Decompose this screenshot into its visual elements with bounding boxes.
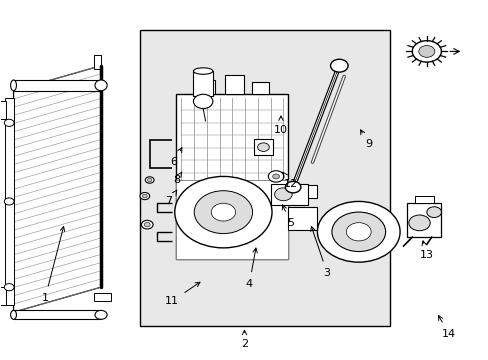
Circle shape xyxy=(285,181,300,193)
Circle shape xyxy=(4,119,14,126)
Text: 10: 10 xyxy=(273,116,287,135)
Text: 14: 14 xyxy=(438,315,455,339)
Circle shape xyxy=(145,177,154,183)
Bar xyxy=(94,55,101,69)
Circle shape xyxy=(174,176,271,248)
Bar xyxy=(0,102,6,119)
Circle shape xyxy=(317,202,399,262)
Text: 9: 9 xyxy=(360,130,371,149)
Text: 12: 12 xyxy=(283,172,297,189)
Bar xyxy=(5,98,14,305)
Text: 5: 5 xyxy=(282,205,294,228)
Ellipse shape xyxy=(11,80,17,91)
Circle shape xyxy=(211,203,235,221)
Ellipse shape xyxy=(95,310,107,319)
Circle shape xyxy=(272,174,279,179)
Circle shape xyxy=(408,215,429,231)
Circle shape xyxy=(4,198,14,205)
Circle shape xyxy=(147,179,152,181)
Bar xyxy=(271,184,307,205)
Bar xyxy=(94,293,111,301)
Text: 7: 7 xyxy=(165,190,177,206)
Circle shape xyxy=(411,41,441,62)
Bar xyxy=(196,80,215,94)
Bar xyxy=(287,185,317,198)
Circle shape xyxy=(142,194,147,198)
Bar xyxy=(0,287,6,305)
Circle shape xyxy=(144,222,150,227)
Circle shape xyxy=(140,193,149,200)
Ellipse shape xyxy=(95,80,107,91)
Text: 2: 2 xyxy=(241,330,247,349)
Bar xyxy=(254,139,272,155)
Bar xyxy=(14,80,101,91)
Text: 3: 3 xyxy=(310,226,330,278)
Bar xyxy=(414,196,433,203)
Bar xyxy=(14,310,101,319)
Circle shape xyxy=(268,171,284,182)
Bar xyxy=(407,203,441,237)
Text: 1: 1 xyxy=(41,226,64,303)
Bar xyxy=(176,94,287,258)
Bar xyxy=(251,82,268,94)
Circle shape xyxy=(141,220,153,229)
Bar xyxy=(224,75,244,94)
Circle shape xyxy=(4,284,14,291)
Text: 8: 8 xyxy=(173,172,182,185)
Bar xyxy=(193,71,212,96)
Text: 6: 6 xyxy=(170,148,182,167)
Circle shape xyxy=(194,191,252,234)
Text: 4: 4 xyxy=(245,248,257,289)
Circle shape xyxy=(257,143,269,152)
Circle shape xyxy=(330,59,347,72)
Circle shape xyxy=(331,212,385,252)
Bar xyxy=(287,207,317,230)
Circle shape xyxy=(193,94,212,109)
Bar xyxy=(176,180,287,258)
Ellipse shape xyxy=(11,310,17,319)
Text: 11: 11 xyxy=(164,282,200,306)
Circle shape xyxy=(418,45,434,57)
Circle shape xyxy=(274,188,291,201)
Circle shape xyxy=(346,223,370,241)
Bar xyxy=(140,30,389,327)
Circle shape xyxy=(426,207,441,217)
Text: 13: 13 xyxy=(419,241,433,260)
Polygon shape xyxy=(14,66,101,312)
Ellipse shape xyxy=(193,68,212,74)
